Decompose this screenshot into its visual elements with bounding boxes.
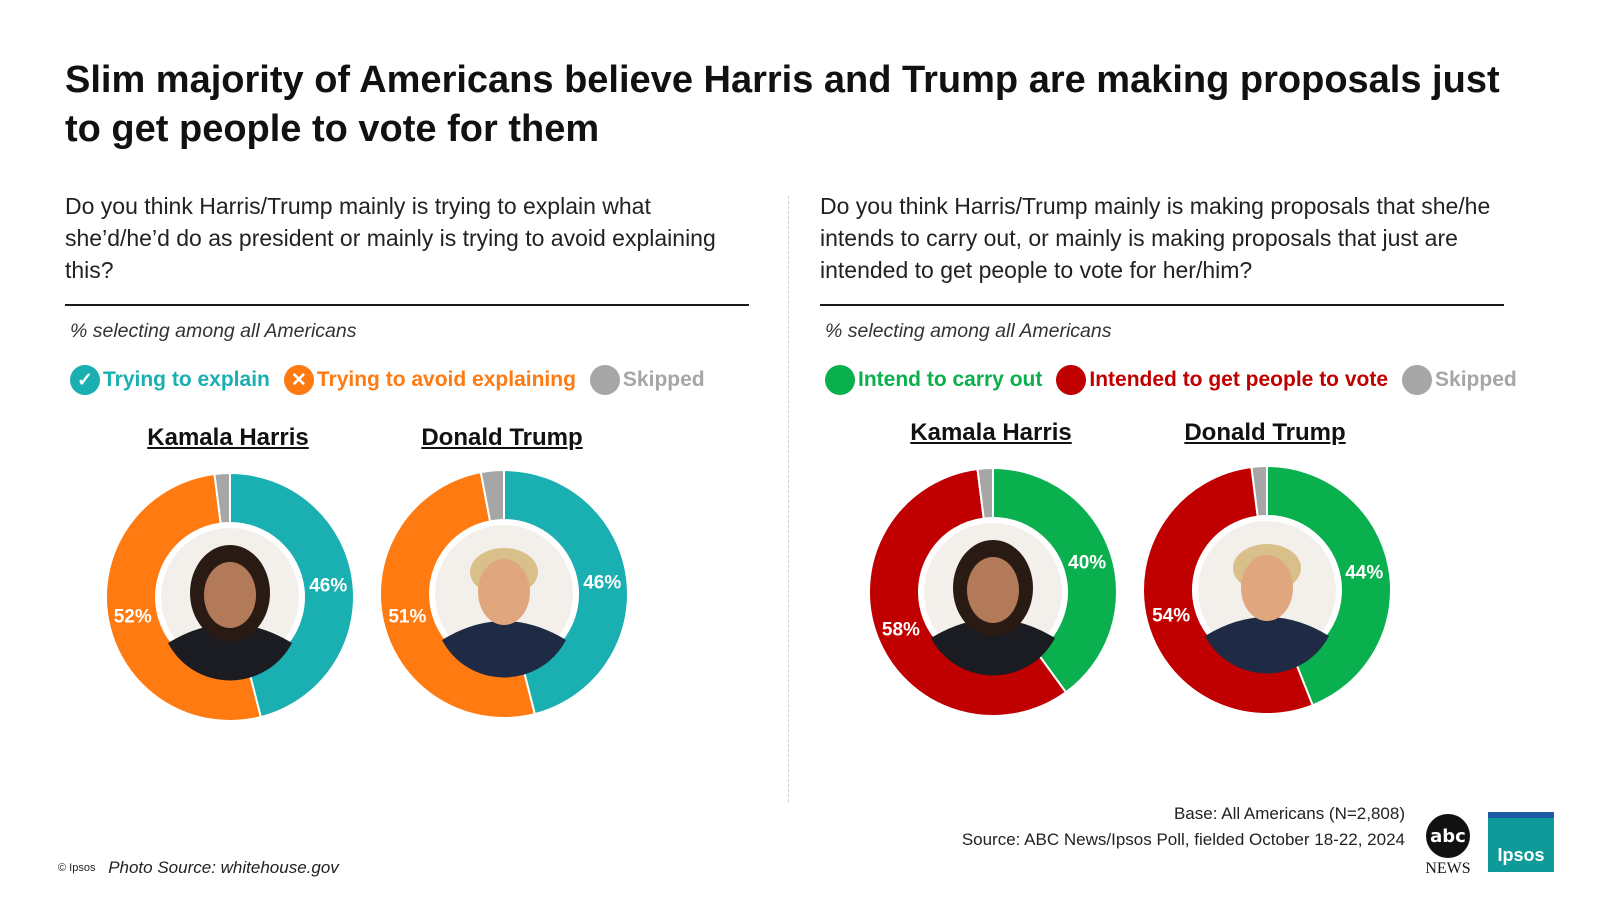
- donut-slice-skipped: [976, 466, 994, 520]
- abc-news-logo: abc NEWS: [1420, 814, 1476, 878]
- left-question: Do you think Harris/Trump mainly is tryi…: [65, 193, 716, 283]
- donut-value-label: 44%: [1345, 562, 1383, 583]
- donut-value-label: 52%: [114, 607, 152, 628]
- legend-label: Intended to get people to vote: [1089, 368, 1389, 391]
- right-panel: Do you think Harris/Trump mainly is maki…: [820, 190, 1520, 395]
- legend-label: Intend to carry out: [858, 368, 1043, 391]
- chart-title: Slim majority of Americans believe Harri…: [65, 59, 1500, 150]
- donut-slice-skipped: [479, 468, 505, 523]
- donut-svg: 40% 58%: [868, 466, 1118, 717]
- footer-left: © Ipsos Photo Source: whitehouse.gov: [58, 858, 339, 878]
- right-legend: Intend to carry out Intended to get peopl…: [825, 365, 1531, 395]
- legend-label: Trying to explain: [103, 368, 270, 391]
- right-rule: [820, 304, 1504, 306]
- left-panel: Do you think Harris/Trump mainly is tryi…: [65, 190, 765, 395]
- left-legend-item: Skipped: [589, 365, 705, 395]
- donut-slice-trying-to-explain: [503, 468, 629, 716]
- left-subtitle: % selecting among all Americans: [70, 320, 357, 342]
- donut-slice-intend-to-carry-out: [1266, 464, 1392, 707]
- legend-label: Skipped: [622, 368, 705, 391]
- donut-value-label: 46%: [583, 573, 621, 594]
- donut-harris-explain: 46% 52%: [100, 467, 360, 727]
- donut-svg: 44% 54%: [1142, 464, 1392, 715]
- donut-trump-proposals: 44% 54%: [1137, 460, 1397, 720]
- x-icon: ✕: [283, 365, 314, 395]
- panel-divider: [788, 196, 789, 802]
- left-rule: [65, 304, 749, 306]
- donut-svg: 46% 52%: [105, 471, 355, 722]
- donut-slice-intend-to-carry-out: [992, 466, 1118, 694]
- right-question: Do you think Harris/Trump mainly is maki…: [820, 193, 1491, 283]
- donut-value-label: 40%: [1068, 552, 1106, 573]
- donut-value-label: 51%: [388, 607, 426, 628]
- dot-icon: [825, 365, 855, 395]
- donut-value-label: 54%: [1152, 606, 1190, 627]
- right-legend-item: Intended to get people to vote: [1056, 365, 1388, 395]
- harris-portrait: [168, 545, 292, 681]
- donut-harris-proposals: 40% 58%: [863, 462, 1123, 722]
- copyright-text: © Ipsos: [58, 862, 96, 874]
- legend-label: Skipped: [1435, 368, 1517, 391]
- harris-name-right: Kamala Harris: [910, 419, 1072, 446]
- donut-slice-trying-to-explain: [229, 471, 355, 719]
- harris-portrait: [931, 540, 1055, 676]
- legend-label: Trying to avoid explaining: [316, 368, 576, 391]
- left-legend: ✓ Trying to explain ✕ Trying to avoid expla…: [70, 365, 719, 395]
- right-subtitle: % selecting among all Americans: [825, 320, 1112, 342]
- base-note: Base: All Americans (N=2,808): [1173, 804, 1405, 823]
- right-legend-item: Intend to carry out: [825, 365, 1042, 395]
- donut-slice-skipped: [1250, 464, 1268, 518]
- left-legend-item: ✓ Trying to explain: [70, 365, 270, 395]
- abc-logo-circle: abc: [1426, 814, 1470, 858]
- left-legend-item: ✕ Trying to avoid explaining: [283, 365, 576, 395]
- harris-name-left: Kamala Harris: [147, 424, 309, 451]
- dot-icon: [589, 365, 620, 395]
- abc-news-wordmark: NEWS: [1425, 860, 1471, 877]
- ipsos-logo: Ipsos: [1488, 812, 1554, 872]
- trump-portrait: [442, 548, 566, 678]
- trump-portrait: [1205, 544, 1329, 674]
- trump-name-left: Donald Trump: [421, 424, 583, 451]
- dot-icon: [1402, 365, 1433, 395]
- donut-svg: 46% 51%: [379, 468, 629, 719]
- photo-source: Photo Source: whitehouse.gov: [108, 858, 339, 877]
- source-note: Source: ABC News/Ipsos Poll, fielded Oct…: [961, 830, 1405, 849]
- donut-slice-skipped: [213, 471, 231, 525]
- check-icon: ✓: [70, 365, 100, 395]
- trump-name-right: Donald Trump: [1184, 419, 1346, 446]
- donut-value-label: 58%: [882, 619, 920, 640]
- donut-trump-explain: 46% 51%: [374, 464, 634, 724]
- donut-value-label: 46%: [309, 576, 347, 597]
- right-legend-item: Skipped: [1402, 365, 1517, 395]
- dot-icon: [1056, 365, 1087, 395]
